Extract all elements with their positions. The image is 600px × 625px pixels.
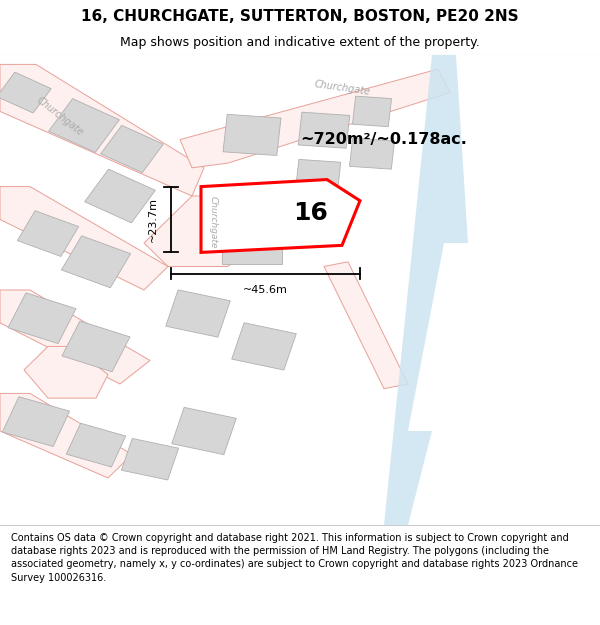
Polygon shape bbox=[24, 346, 108, 398]
Polygon shape bbox=[232, 322, 296, 370]
Polygon shape bbox=[121, 439, 179, 480]
Text: ~720m²/~0.178ac.: ~720m²/~0.178ac. bbox=[300, 132, 467, 147]
Polygon shape bbox=[222, 196, 282, 238]
Text: ~45.6m: ~45.6m bbox=[243, 285, 288, 295]
Polygon shape bbox=[17, 211, 79, 256]
Text: Churchgate: Churchgate bbox=[209, 196, 218, 248]
Polygon shape bbox=[295, 159, 341, 195]
Text: 16, CHURCHGATE, SUTTERTON, BOSTON, PE20 2NS: 16, CHURCHGATE, SUTTERTON, BOSTON, PE20 … bbox=[81, 9, 519, 24]
Text: Contains OS data © Crown copyright and database right 2021. This information is : Contains OS data © Crown copyright and d… bbox=[11, 533, 578, 582]
Text: Churchgate: Churchgate bbox=[313, 79, 371, 97]
Polygon shape bbox=[2, 397, 70, 446]
Polygon shape bbox=[180, 69, 450, 168]
Polygon shape bbox=[222, 222, 282, 264]
Polygon shape bbox=[201, 179, 360, 253]
Polygon shape bbox=[223, 114, 281, 156]
Polygon shape bbox=[384, 55, 468, 525]
Text: ~23.7m: ~23.7m bbox=[148, 197, 158, 242]
Polygon shape bbox=[62, 321, 130, 372]
Polygon shape bbox=[172, 408, 236, 454]
Polygon shape bbox=[49, 99, 119, 152]
Polygon shape bbox=[0, 64, 204, 196]
Polygon shape bbox=[61, 236, 131, 288]
Polygon shape bbox=[352, 96, 392, 127]
Polygon shape bbox=[8, 293, 76, 344]
Polygon shape bbox=[0, 393, 132, 478]
Polygon shape bbox=[85, 169, 155, 223]
Polygon shape bbox=[350, 138, 394, 169]
Polygon shape bbox=[324, 262, 408, 389]
Polygon shape bbox=[66, 423, 126, 467]
Polygon shape bbox=[0, 72, 51, 113]
Text: Churchgate: Churchgate bbox=[35, 95, 85, 138]
Text: Map shows position and indicative extent of the property.: Map shows position and indicative extent… bbox=[120, 36, 480, 49]
Text: 16: 16 bbox=[293, 201, 328, 225]
Polygon shape bbox=[166, 290, 230, 337]
Polygon shape bbox=[298, 112, 350, 148]
Polygon shape bbox=[101, 126, 163, 173]
Polygon shape bbox=[0, 187, 168, 290]
Polygon shape bbox=[144, 196, 252, 266]
Polygon shape bbox=[0, 290, 150, 384]
